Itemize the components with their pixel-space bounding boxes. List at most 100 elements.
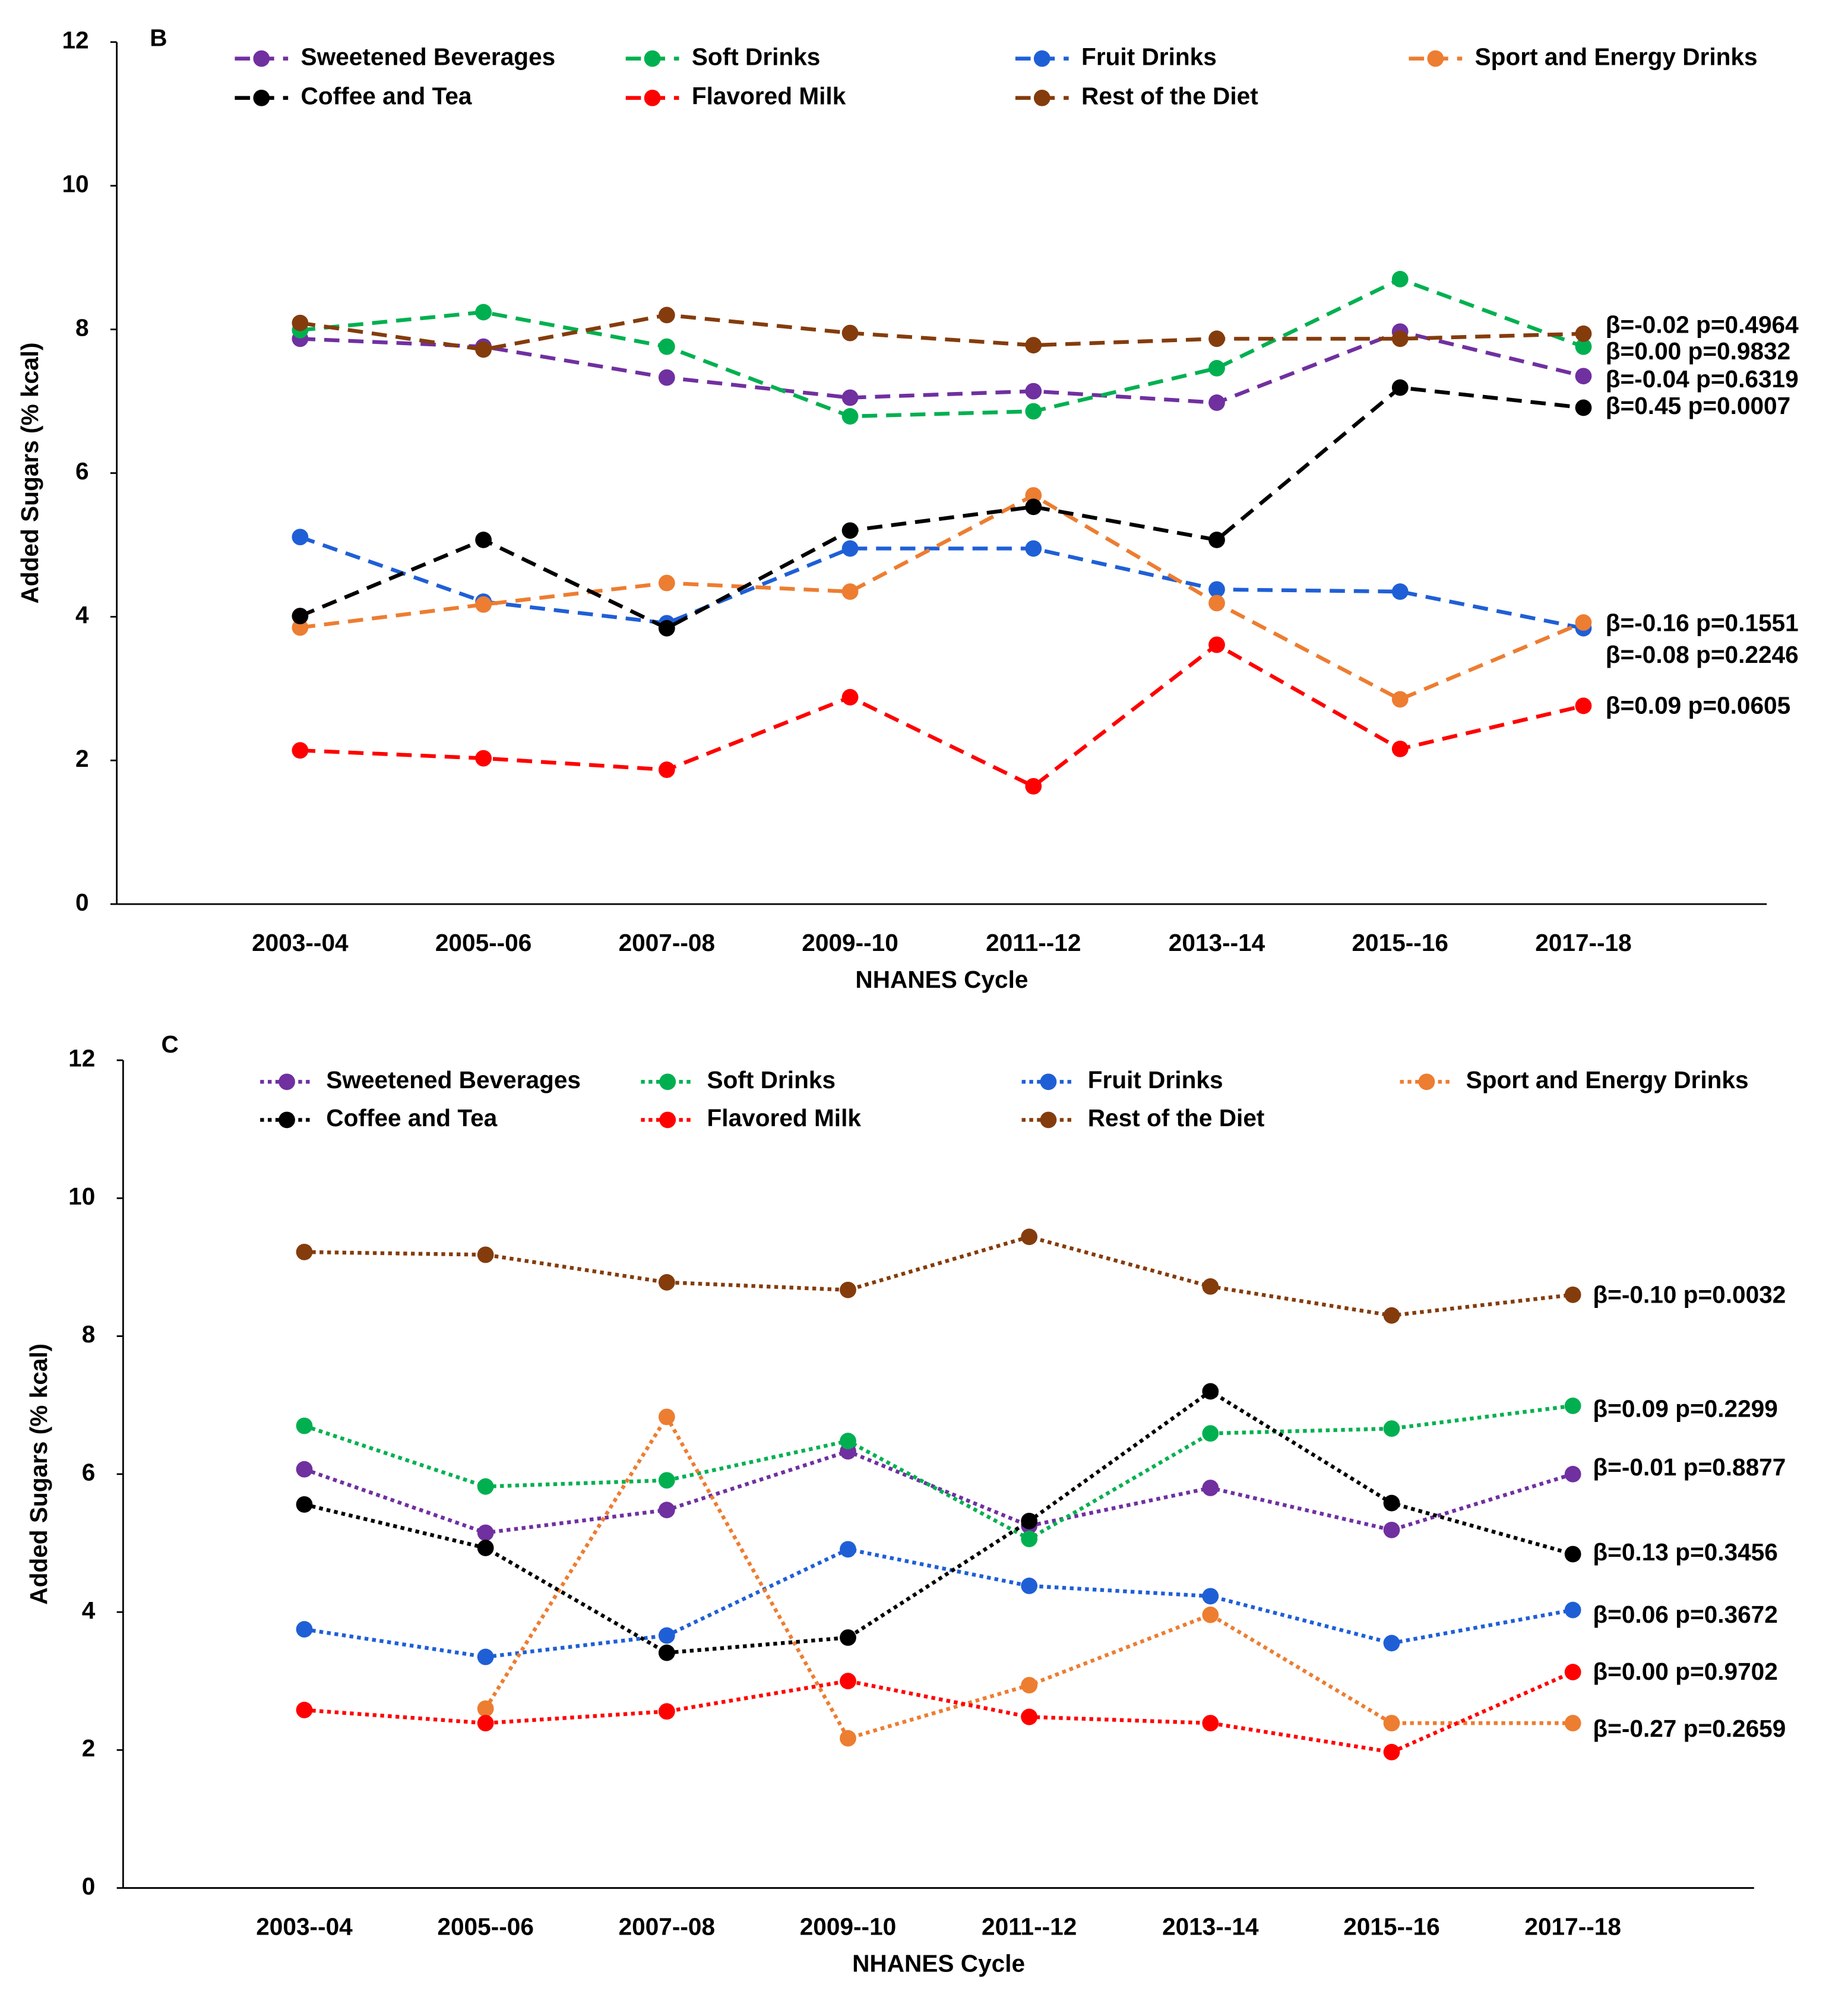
x-axis-label: NHANES Cycle	[852, 1950, 1025, 1977]
panel-label: C	[161, 1031, 178, 1058]
data-point	[841, 688, 859, 706]
data-point	[1575, 338, 1592, 355]
data-point	[1564, 1664, 1581, 1680]
legend-marker	[659, 1073, 676, 1091]
y-tick-label: 6	[82, 1459, 96, 1486]
legend-marker	[1418, 1073, 1435, 1091]
legend-label: Flavored Milk	[707, 1104, 862, 1132]
legend-marker	[1040, 1111, 1057, 1129]
legend-label: Soft Drinks	[692, 43, 821, 70]
legend-label: Rest of the Diet	[1081, 83, 1258, 110]
x-tick-label: 2003--04	[256, 1913, 353, 1941]
series-line	[304, 1670, 1574, 1755]
data-point	[658, 1472, 675, 1489]
data-point	[840, 1673, 856, 1690]
data-point	[1202, 1606, 1219, 1623]
legend-label: Soft Drinks	[707, 1066, 836, 1094]
data-point	[1564, 1715, 1581, 1731]
data-point	[1021, 1677, 1038, 1694]
data-point	[1391, 691, 1409, 708]
data-point	[1021, 1512, 1038, 1529]
data-point	[296, 1461, 313, 1478]
data-point	[1391, 271, 1409, 287]
data-point	[477, 1648, 494, 1666]
data-point	[658, 369, 675, 386]
data-point	[840, 1433, 856, 1449]
series-line	[303, 1449, 1574, 1535]
data-point	[841, 324, 859, 342]
data-point	[292, 619, 309, 636]
x-tick-label: 2013--14	[1162, 1913, 1259, 1941]
legend-marker	[1427, 50, 1444, 67]
data-point	[292, 529, 309, 546]
data-point	[1208, 636, 1225, 653]
legend-marker	[1033, 50, 1050, 67]
data-point	[841, 522, 859, 539]
data-point	[1564, 1397, 1581, 1414]
data-point	[1575, 368, 1592, 385]
x-tick-label: 2011--12	[986, 929, 1081, 956]
data-point	[475, 596, 492, 613]
data-point	[475, 532, 492, 548]
data-point	[1202, 1425, 1219, 1442]
data-point	[477, 1700, 494, 1717]
data-point	[1208, 532, 1225, 548]
y-axis-label: Added Sugars (% kcal)	[25, 1344, 52, 1605]
data-point	[1383, 1715, 1400, 1731]
data-point	[658, 1703, 675, 1720]
data-point	[841, 583, 859, 600]
legend-label: Coffee and Tea	[326, 1104, 497, 1132]
legend-label: Flavored Milk	[692, 83, 846, 110]
data-point	[1025, 383, 1042, 400]
data-point	[475, 750, 492, 767]
data-point	[840, 1730, 856, 1747]
x-tick-label: 2015--16	[1352, 929, 1448, 956]
data-point	[477, 1715, 494, 1731]
y-tick-label: 8	[75, 314, 89, 341]
data-point	[1383, 1521, 1400, 1538]
data-point	[658, 306, 675, 324]
y-tick-label: 12	[68, 1045, 95, 1072]
data-point	[296, 1417, 313, 1434]
data-point	[477, 1540, 494, 1556]
annotation: β=0.09 p=0.2299	[1593, 1395, 1777, 1423]
data-point	[1564, 1601, 1581, 1619]
y-tick-label: 6	[75, 457, 89, 485]
data-point	[1383, 1743, 1400, 1761]
series-line	[299, 535, 1584, 630]
data-point	[1208, 394, 1225, 411]
legend-marker	[253, 50, 270, 67]
annotation: β=-0.10 p=0.0032	[1593, 1281, 1786, 1308]
data-point	[1202, 1383, 1219, 1400]
series-line	[299, 493, 1584, 701]
data-point	[296, 1702, 313, 1718]
data-point	[1575, 399, 1592, 416]
data-point	[1391, 379, 1409, 396]
series-line	[300, 277, 1584, 419]
data-point	[1208, 581, 1225, 598]
y-tick-label: 8	[82, 1320, 96, 1348]
y-tick-label: 0	[75, 889, 89, 916]
x-tick-label: 2003--04	[252, 929, 349, 956]
annotation: β=0.00 p=0.9702	[1593, 1658, 1777, 1685]
data-point	[658, 1644, 675, 1661]
data-point	[477, 1246, 494, 1263]
legend-label: Sweetened Beverages	[301, 43, 556, 70]
annotation: β=-0.04 p=0.6319	[1606, 365, 1799, 393]
data-point	[292, 314, 309, 331]
data-point	[1202, 1715, 1219, 1731]
legend-label: Sweetened Beverages	[326, 1066, 581, 1094]
data-point	[292, 608, 309, 625]
data-point	[841, 540, 859, 557]
annotation: β=0.45 p=0.0007	[1606, 392, 1790, 419]
legend-marker	[279, 1111, 295, 1129]
data-point	[1025, 487, 1042, 504]
data-point	[1021, 1578, 1038, 1594]
legend-marker	[253, 89, 270, 106]
x-tick-label: 2015--16	[1343, 1913, 1440, 1941]
data-point	[658, 1502, 675, 1519]
x-tick-label: 2017--18	[1524, 1913, 1621, 1941]
data-point	[658, 1627, 675, 1644]
x-tick-label: 2005--06	[437, 1913, 534, 1941]
